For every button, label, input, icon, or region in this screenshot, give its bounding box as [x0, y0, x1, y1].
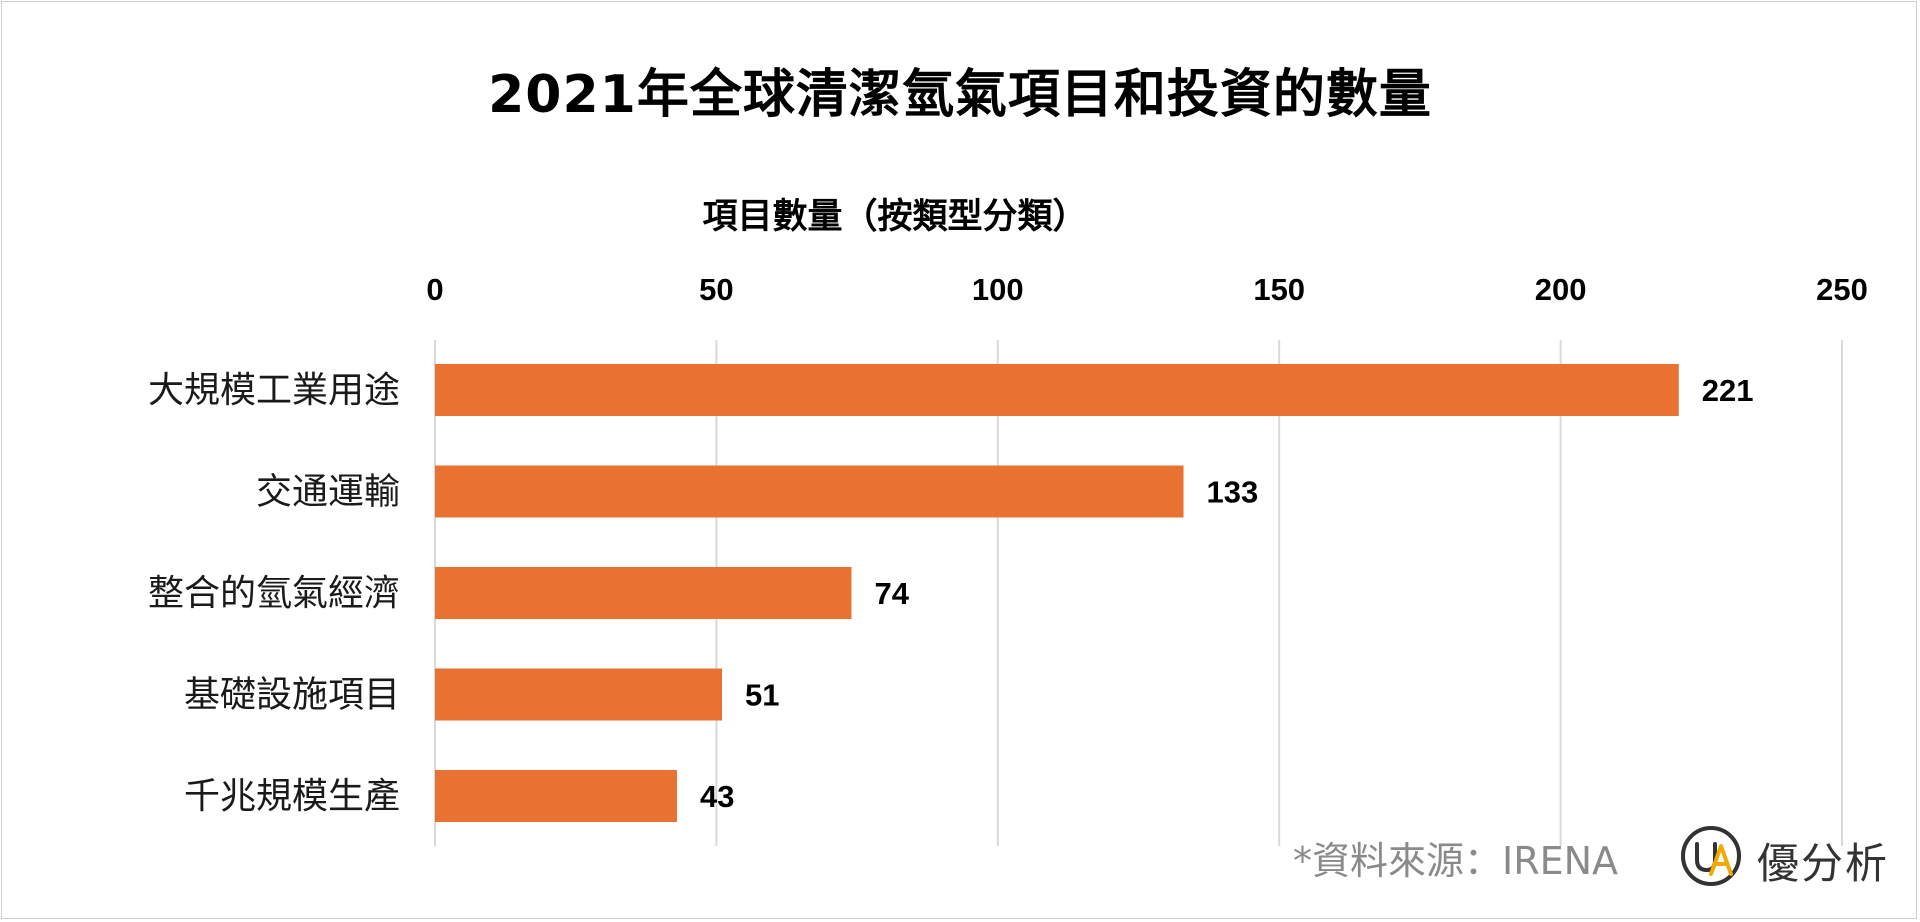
bar-0: [435, 364, 1679, 416]
chart-title: 2021年全球清潔氫氣項目和投資的數量: [488, 65, 1432, 125]
bar-1: [435, 465, 1184, 518]
bar-2: [435, 567, 852, 619]
data-label-4: 43: [700, 779, 734, 814]
bar-4: [435, 770, 678, 822]
x-tick-label-200: 200: [1535, 272, 1587, 307]
logo-text: 優分析: [1757, 839, 1890, 888]
bar-3: [435, 668, 723, 721]
chart-subtitle: 項目數量（按類型分類）: [702, 197, 1088, 237]
x-tick-label-0: 0: [426, 272, 443, 307]
category-label-3: 基礎設施項目: [184, 675, 400, 716]
x-tick-label-250: 250: [1816, 272, 1868, 307]
x-tick-label-50: 50: [699, 272, 733, 307]
data-label-0: 221: [1702, 373, 1754, 408]
category-label-1: 交通運輸: [256, 472, 400, 513]
x-tick-label-100: 100: [972, 272, 1024, 307]
category-label-2: 整合的氫氣經濟: [148, 573, 400, 614]
brand-logo: 優分析: [1675, 818, 1905, 898]
data-label-3: 51: [745, 678, 779, 713]
data-label-2: 74: [874, 576, 909, 611]
category-label-4: 千兆規模生產: [184, 776, 400, 817]
source-note: *資料來源：IRENA: [1293, 839, 1619, 883]
category-label-0: 大規模工業用途: [148, 370, 400, 411]
x-tick-label-150: 150: [1253, 272, 1305, 307]
data-label-1: 133: [1207, 475, 1259, 510]
ua-logo-icon: [1681, 826, 1741, 886]
